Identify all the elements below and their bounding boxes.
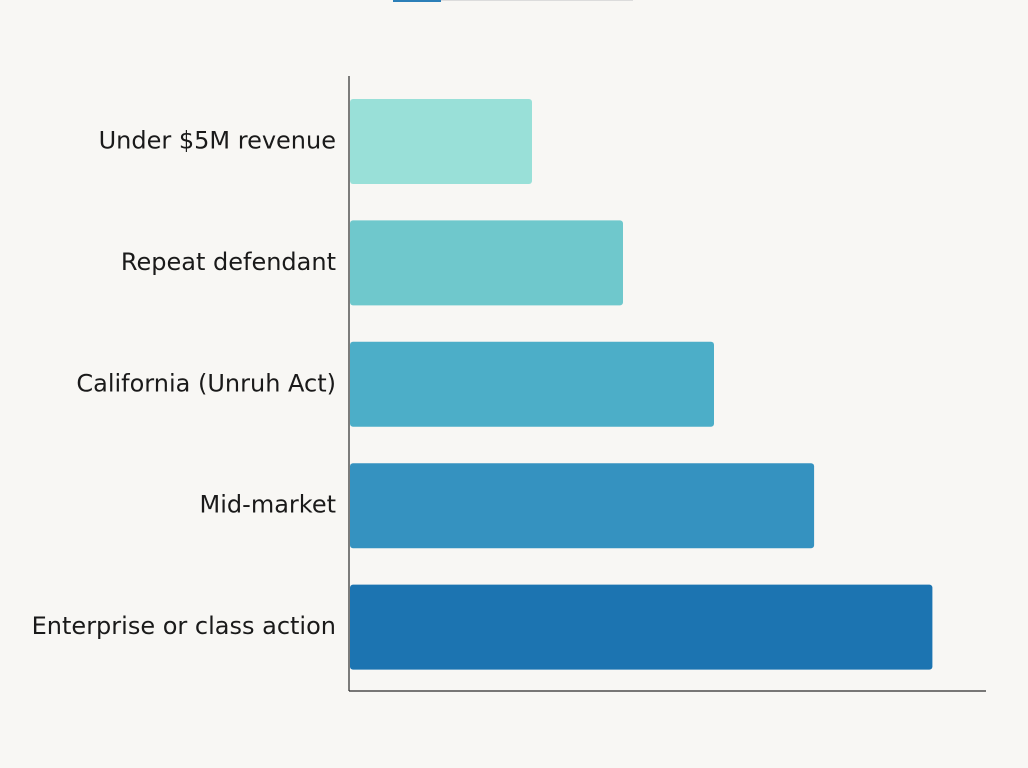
bar-4 <box>350 463 815 549</box>
bar-1 <box>350 99 532 184</box>
category-labels-layer: Under $5M revenue Repeat defendant Califor… <box>32 127 336 641</box>
category-label-1: Under $5M revenue <box>99 127 336 155</box>
top-rule <box>441 0 633 1</box>
category-label-2: Repeat defendant <box>121 248 336 276</box>
category-label-4: Mid-market <box>200 491 336 519</box>
bars-layer <box>350 99 933 670</box>
bar-5 <box>350 584 933 670</box>
category-label-3: California (Unruh Act) <box>76 369 336 397</box>
bar-2 <box>350 220 623 306</box>
top-accent-bar <box>393 0 441 2</box>
bar-3 <box>350 341 714 427</box>
category-label-5: Enterprise or class action <box>32 612 336 640</box>
